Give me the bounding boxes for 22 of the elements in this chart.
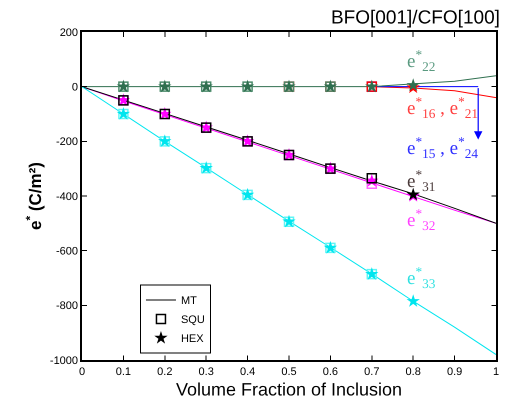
- x-tick-label: 0.6: [322, 366, 338, 378]
- y-tick-label: -600: [56, 246, 78, 258]
- x-tick-label: 0.5: [281, 366, 297, 378]
- x-tick-label: 0.7: [364, 366, 380, 378]
- x-tick-label: 0.1: [116, 366, 132, 378]
- legend-label: HEX: [180, 333, 204, 346]
- y-tick-label: -800: [56, 300, 78, 312]
- legend-label: MT: [180, 295, 198, 308]
- y-tick-label: -200: [56, 136, 78, 148]
- y-tick-label: -400: [56, 190, 78, 203]
- y-tick-label: 200: [60, 26, 78, 39]
- x-tick-label: 1: [492, 366, 500, 378]
- x-tick-label: 0.4: [240, 366, 256, 378]
- x-axis-title: Volume Fraction of Inclusion: [176, 380, 402, 400]
- x-tick-label: 0.9: [446, 366, 462, 378]
- chart-title: BFO[001]/CFO[100]: [330, 8, 500, 29]
- y-tick-label: 0: [72, 82, 78, 94]
- legend-label: SQU: [180, 314, 205, 326]
- y-tick-label: -1000: [50, 354, 78, 367]
- x-tick-label: 0.3: [198, 366, 214, 378]
- x-tick-label: 0.2: [157, 366, 172, 378]
- x-tick-label: 0.8: [406, 366, 421, 378]
